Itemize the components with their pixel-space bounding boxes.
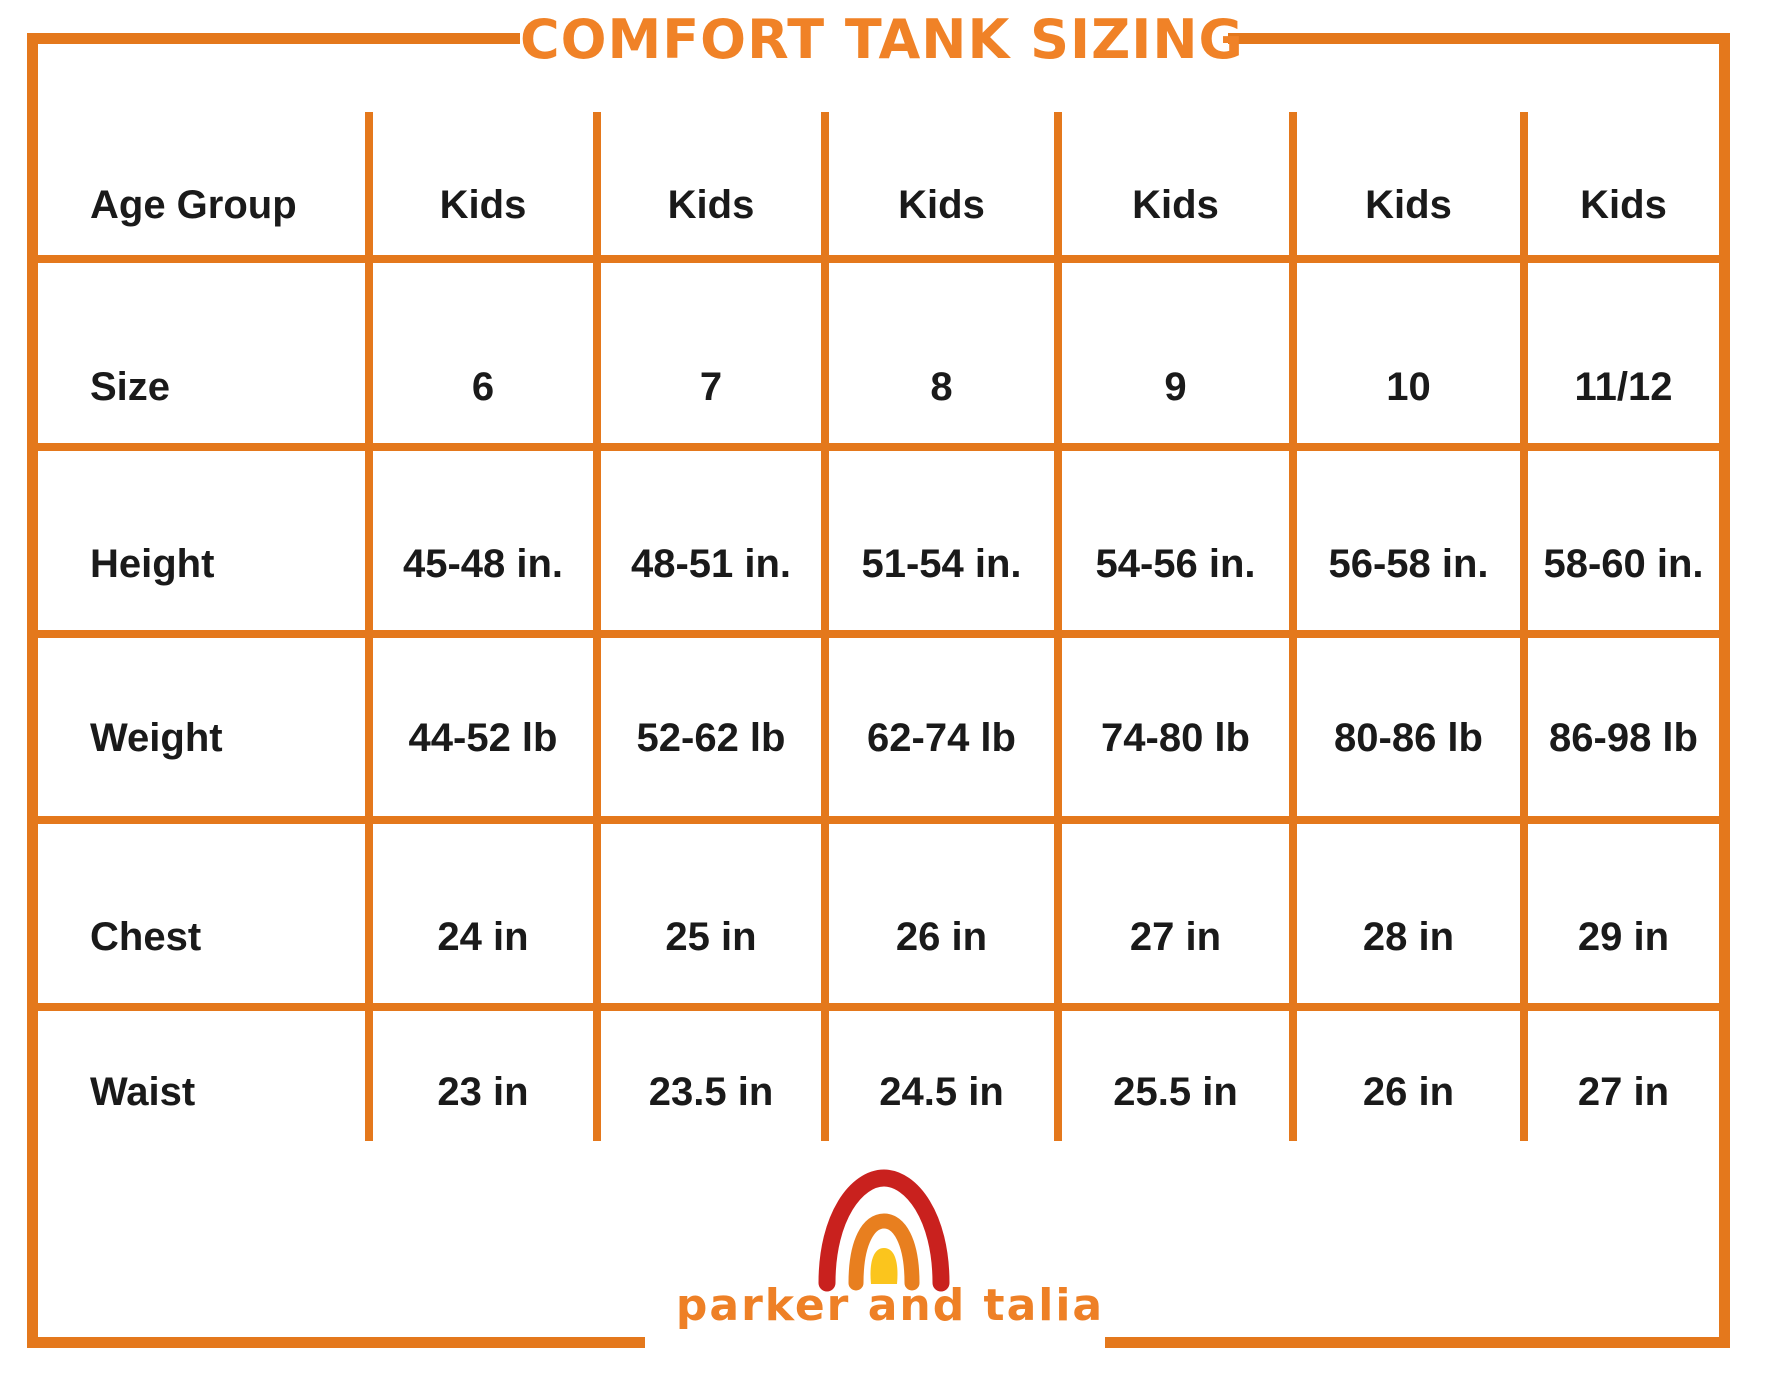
cell-waist-col4: 25.5 in: [1113, 1070, 1238, 1114]
column-divider-4: [1054, 112, 1062, 1141]
header-cell-age-group-col1: Kids: [439, 183, 527, 227]
border-bottom-left-segment: [27, 1337, 645, 1348]
cell-waist-col6: 27 in: [1577, 1070, 1670, 1114]
cell-height-col5: 56-58 in.: [1328, 542, 1489, 586]
cell-weight-col3: 62-74 lb: [867, 716, 1016, 760]
cell-waist-col5: 26 in: [1362, 1070, 1455, 1114]
brand-wordmark: parker and talia: [675, 1280, 1105, 1331]
cell-waist: Waist: [90, 1070, 196, 1114]
cell-height: Height: [90, 542, 215, 586]
cell-size-col6: 11/12: [1574, 365, 1673, 409]
cell-chest-col1: 24 in: [437, 915, 529, 959]
header-cell-age-group-col3: Kids: [898, 183, 985, 227]
cell-chest-col3: 26 in: [895, 915, 988, 959]
cell-chest: Chest: [90, 915, 202, 959]
border-top-right-segment: [1228, 33, 1730, 44]
cell-height-col6: 58-60 in.: [1543, 542, 1704, 586]
row-divider-3: [38, 630, 1719, 638]
cell-height-col3: 51-54 in.: [861, 542, 1022, 586]
header-cell-age-group-col6: Kids: [1580, 183, 1667, 227]
cell-height-col2: 48-51 in.: [630, 542, 792, 586]
column-divider-1: [365, 112, 373, 1141]
row-divider-1: [38, 255, 1719, 263]
cell-weight: Weight: [90, 716, 223, 760]
cell-chest-col6: 29 in: [1577, 915, 1670, 959]
header-cell-age-group: Age Group: [90, 183, 297, 227]
rainbow-arc-red: [818, 1169, 950, 1292]
column-divider-6: [1520, 112, 1528, 1141]
cell-size-col3: 8: [930, 365, 953, 409]
border-bottom-right-segment: [1105, 1337, 1730, 1348]
chart-title: COMFORT TANK SIZING: [520, 8, 1244, 71]
cell-chest-col4: 27 in: [1129, 915, 1222, 959]
cell-chest-col2: 25 in: [665, 915, 757, 959]
cell-weight-col5: 80-86 lb: [1334, 716, 1483, 760]
cell-waist-col3: 24.5 in: [879, 1070, 1004, 1114]
border-right: [1719, 33, 1730, 1348]
cell-weight-col1: 44-52 lb: [408, 716, 558, 760]
column-divider-5: [1289, 112, 1297, 1141]
row-divider-2: [38, 443, 1719, 451]
cell-size-col1: 6: [471, 365, 495, 409]
cell-size-col5: 10: [1386, 365, 1431, 409]
rainbow-arc-orange: [848, 1213, 920, 1291]
cell-size: Size: [90, 365, 171, 409]
cell-waist-col1: 23 in: [437, 1070, 529, 1114]
column-divider-3: [821, 112, 829, 1141]
header-cell-age-group-col4: Kids: [1132, 183, 1219, 227]
header-cell-age-group-col5: Kids: [1365, 183, 1452, 227]
cell-weight-col4: 74-80 lb: [1101, 716, 1250, 760]
border-left: [27, 33, 38, 1348]
row-divider-5: [38, 1003, 1719, 1011]
cell-weight-col2: 52-62 lb: [636, 716, 786, 760]
cell-waist-col2: 23.5 in: [648, 1070, 774, 1114]
row-divider-4: [38, 816, 1719, 824]
header-cell-age-group-col2: Kids: [667, 183, 755, 227]
cell-height-col4: 54-56 in.: [1095, 542, 1256, 586]
cell-height-col1: 45-48 in.: [402, 542, 564, 586]
rainbow-logo-icon: [818, 1169, 950, 1292]
column-divider-2: [593, 112, 601, 1141]
cell-size-col2: 7: [699, 365, 723, 409]
border-top-left-segment: [27, 33, 520, 44]
rainbow-center-yellow: [870, 1248, 898, 1284]
cell-chest-col5: 28 in: [1362, 915, 1455, 959]
cell-weight-col6: 86-98 lb: [1549, 716, 1698, 760]
cell-size-col4: 9: [1164, 365, 1187, 409]
